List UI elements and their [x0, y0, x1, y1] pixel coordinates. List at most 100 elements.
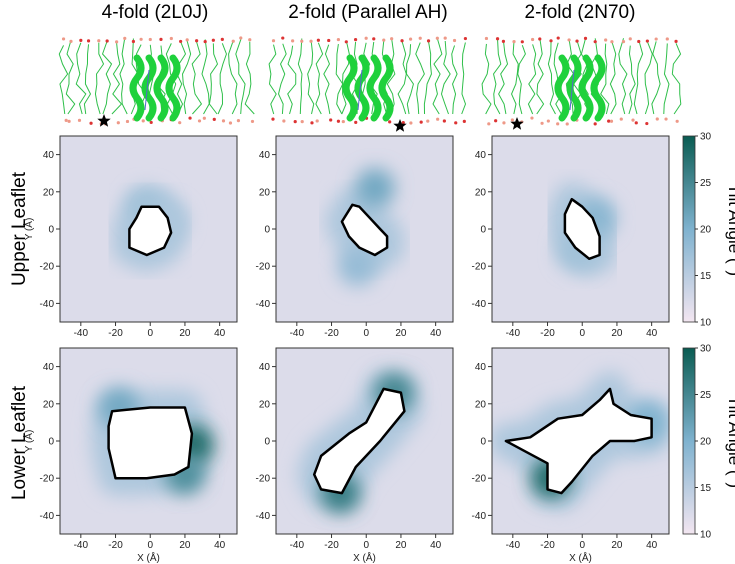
- lipid-chain: [461, 42, 467, 115]
- membrane-protein-illustration: [58, 36, 255, 126]
- lipid-chain: [397, 41, 407, 115]
- lipid-chain: [536, 38, 545, 115]
- lipid-headgroup: [426, 119, 430, 123]
- lipid-headgroup: [315, 119, 319, 123]
- lipid-headgroup: [631, 118, 635, 122]
- x-axis-label: X (Å): [353, 551, 376, 564]
- lipid-headgroup: [79, 38, 83, 42]
- lipid-headgroup: [607, 119, 611, 123]
- probe-lipid: [357, 69, 363, 111]
- probe-lipid: [569, 69, 575, 111]
- lipid-headgroup: [211, 38, 215, 42]
- lipid-headgroup: [619, 117, 623, 121]
- x-tick-label: -20: [108, 328, 123, 339]
- lipid-headgroup: [188, 116, 192, 120]
- colorbar-gradient: [682, 347, 696, 535]
- lipid-headgroup: [583, 36, 588, 40]
- lipid-headgroup: [610, 40, 614, 44]
- lipid-chain: [451, 45, 458, 115]
- lipid-headgroup: [637, 39, 641, 44]
- x-tick-label: 0: [363, 328, 369, 339]
- helix: [554, 54, 570, 122]
- lipid-headgroup: [353, 38, 358, 42]
- lipid-headgroup: [645, 39, 649, 43]
- y-tick-label: 40: [475, 150, 487, 161]
- x-tick-label: 20: [179, 540, 191, 551]
- x-tick-label: -20: [540, 540, 555, 551]
- lipid-chain: [335, 43, 344, 115]
- colorbar-tick-label: 10: [700, 530, 712, 541]
- lipid-headgroup: [436, 117, 440, 121]
- y-tick-label: 20: [475, 399, 487, 410]
- y-tick-label: -20: [256, 474, 271, 485]
- x-tick-label: -40: [74, 540, 89, 551]
- tilt-hotspot: [354, 168, 395, 209]
- y-tick-label: 0: [48, 437, 54, 448]
- lipid-chain: [58, 45, 69, 115]
- lipid-chain: [481, 43, 492, 115]
- lipid-headgroup: [408, 37, 413, 41]
- colorbar-tick-label: 30: [700, 132, 712, 143]
- lipid-chain: [440, 40, 451, 115]
- x-tick-label: -20: [540, 328, 555, 339]
- colorbar-lower: 10 15 20 25 30: [682, 344, 712, 541]
- lipid-chain: [182, 40, 192, 115]
- lipid-headgroup: [169, 36, 173, 41]
- lipid-headgroup: [67, 119, 71, 123]
- lipid-headgroup: [300, 119, 304, 124]
- x-axis-label: X (Å): [137, 551, 160, 564]
- lipid-headgroup: [463, 36, 468, 41]
- lipid-headgroup: [178, 121, 182, 125]
- y-tick-label: -40: [40, 299, 55, 310]
- lipid-headgroup: [212, 117, 216, 121]
- lipid-headgroup: [271, 117, 275, 121]
- helix: [590, 54, 606, 122]
- lipid-headgroup: [336, 37, 340, 42]
- protein-exclusion-outline: [128, 205, 173, 257]
- lipid-headgroup: [69, 39, 73, 43]
- lipid-chain: [517, 44, 526, 115]
- y-tick-label: -20: [256, 262, 271, 273]
- y-tick-label: -20: [472, 262, 487, 273]
- lipid-chain: [663, 43, 670, 115]
- lipid-headgroup: [593, 122, 597, 126]
- x-tick-label: -20: [324, 540, 339, 551]
- lipid-headgroup: [567, 38, 571, 42]
- lipid-headgroup: [401, 121, 405, 125]
- helix: [354, 54, 370, 122]
- x-tick-label: 40: [214, 540, 226, 551]
- lipid-headgroup: [400, 39, 404, 43]
- y-tick-label: 0: [480, 437, 486, 448]
- lipid-headgroup: [236, 118, 241, 123]
- membrane-protein-illustration: [481, 36, 682, 126]
- lipid-headgroup: [149, 120, 153, 125]
- y-tick-label: 20: [43, 187, 55, 198]
- x-tick-label: 20: [611, 328, 623, 339]
- lipid-headgroup: [502, 121, 506, 125]
- y-tick-label: 0: [48, 225, 54, 236]
- lipid-headgroup: [604, 38, 608, 42]
- lipid-headgroup: [510, 118, 514, 122]
- lipid-headgroup: [310, 121, 314, 125]
- y-tick-label: -20: [40, 474, 55, 485]
- y-tick-label: -40: [256, 299, 271, 310]
- lipid-headgroup: [454, 121, 458, 125]
- lipid-headgroup: [484, 36, 489, 41]
- lipid-chain: [628, 45, 636, 115]
- lipid-headgroup: [202, 116, 206, 120]
- lipid-headgroup: [341, 119, 345, 124]
- y-tick-label: -20: [40, 262, 55, 273]
- protein-exclusion-outline: [504, 387, 653, 495]
- lipid-headgroup: [609, 119, 614, 123]
- lipid-headgroup: [530, 116, 534, 120]
- lipid-chain: [208, 43, 219, 115]
- x-tick-label: 0: [363, 540, 369, 551]
- star-icon: [510, 117, 524, 130]
- x-tick-label: 0: [147, 328, 153, 339]
- column-title-2fold-2n70: 2-fold (2N70): [524, 2, 636, 23]
- x-tick-label: -40: [290, 540, 305, 551]
- lipid-headgroup: [628, 37, 632, 41]
- lipid-chain: [101, 40, 113, 115]
- lipid-headgroup: [327, 38, 331, 43]
- lipid-chain: [277, 43, 287, 115]
